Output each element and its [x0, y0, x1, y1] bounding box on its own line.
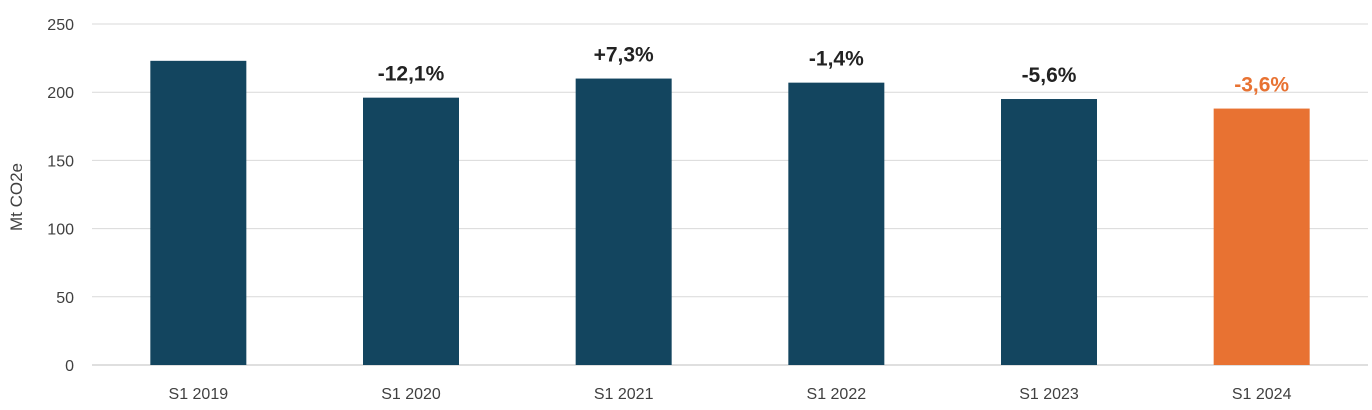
y-tick-label: 200: [47, 85, 74, 102]
data-label: -5,6%: [1022, 64, 1077, 87]
x-tick-label: S1 2023: [1019, 386, 1079, 403]
data-labels: -12,1% +7,3% -1,4% -5,6% -3,6%: [378, 44, 1290, 97]
x-axis-ticks: S1 2019 S1 2020 S1 2021 S1 2022 S1 2023 S1 20…: [169, 386, 1292, 403]
y-tick-label: 100: [47, 222, 74, 239]
x-tick-label: S1 2024: [1232, 386, 1292, 403]
data-label: -1,4%: [809, 48, 864, 71]
bar-s1-2020: [363, 97, 459, 365]
y-tick-label: 250: [47, 17, 74, 34]
bar-s1-2024: [1213, 108, 1310, 366]
y-axis-title: Mt CO2e: [7, 163, 26, 231]
y-axis-ticks: 0 50 100 150 200 250: [47, 17, 74, 375]
gridlines: [92, 23, 1368, 366]
bar-s1-2023: [1001, 99, 1097, 366]
bar-s1-2021: [575, 78, 672, 365]
y-tick-label: 150: [47, 153, 74, 170]
bar-s1-2019: [150, 60, 247, 365]
x-tick-label: S1 2020: [381, 386, 441, 403]
bar-s1-2022: [788, 82, 885, 365]
data-label: -3,6%: [1234, 74, 1289, 97]
y-tick-label: 50: [56, 290, 74, 307]
bars: [150, 60, 1310, 366]
x-tick-label: S1 2022: [807, 386, 867, 403]
y-tick-label: 0: [65, 358, 74, 375]
data-label: -12,1%: [378, 63, 445, 86]
x-tick-label: S1 2019: [169, 386, 229, 403]
data-label: +7,3%: [594, 44, 654, 67]
x-tick-label: S1 2021: [594, 386, 654, 403]
